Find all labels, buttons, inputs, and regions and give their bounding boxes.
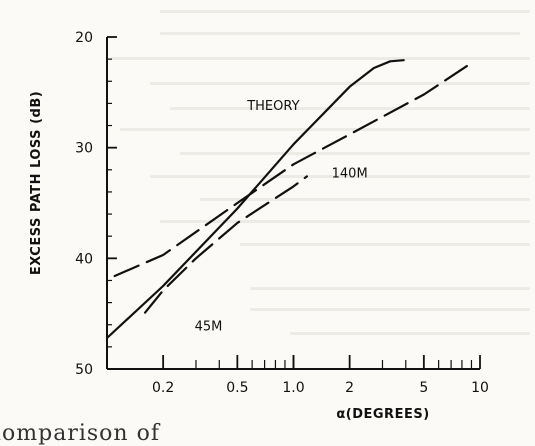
x-tick-label: 10 xyxy=(471,380,489,396)
series-line-theory xyxy=(105,59,405,340)
caption-text: lomparison of xyxy=(0,421,160,446)
annotation-140m: 140M xyxy=(332,167,368,182)
chart-ticks: 20 30 40 50 0.2 0.5 1.0 2 5 10 xyxy=(75,30,489,396)
chart-labels: EXCESS PATH LOSS (dB) α(DEGREES) THEORY 140… xyxy=(29,91,429,422)
x-axis-label: α(DEGREES) xyxy=(336,407,429,422)
x-tick-label: 5 xyxy=(419,380,428,396)
annotation-theory: THEORY xyxy=(246,99,299,114)
y-tick-label: 30 xyxy=(75,141,93,157)
y-tick-label: 50 xyxy=(75,362,93,378)
annotation-45m: 45M xyxy=(195,319,223,334)
y-tick-label: 40 xyxy=(75,251,93,267)
x-tick-label: 2 xyxy=(345,380,354,396)
x-tick-label: 0.2 xyxy=(152,380,174,396)
series-line-140m xyxy=(113,60,476,278)
series-line-45m xyxy=(144,175,308,314)
x-tick-label: 1.0 xyxy=(282,380,304,396)
y-axis-label: EXCESS PATH LOSS (dB) xyxy=(29,91,44,275)
chart-axes xyxy=(106,37,480,370)
x-tick-label: 0.5 xyxy=(226,380,248,396)
chart-series xyxy=(105,59,476,340)
y-tick-label: 20 xyxy=(75,30,93,46)
